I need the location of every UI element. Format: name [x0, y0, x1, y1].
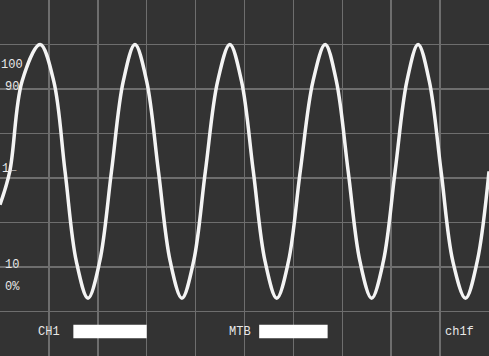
svg-text:100: 100 — [1, 58, 23, 72]
svg-text:MTB: MTB — [229, 325, 251, 339]
svg-text:10: 10 — [5, 258, 19, 272]
svg-text:0%: 0% — [5, 280, 20, 294]
svg-text:90: 90 — [5, 80, 19, 94]
svg-text:CH1: CH1 — [38, 325, 60, 339]
svg-text:1←: 1← — [2, 162, 17, 176]
svg-text:ch1f: ch1f — [445, 325, 474, 339]
